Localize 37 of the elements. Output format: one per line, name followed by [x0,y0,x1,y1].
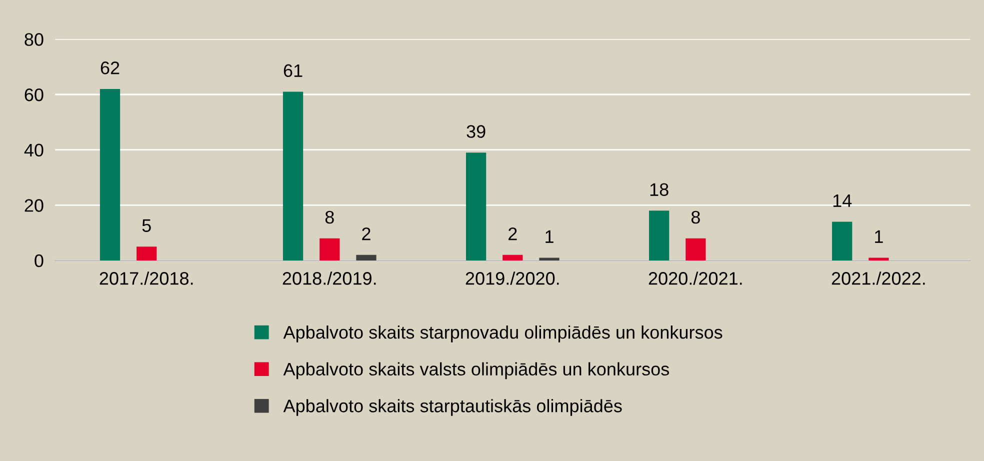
bar [649,210,670,260]
data-label: 18 [650,183,668,196]
x-tick-label: 2020./2021. [648,272,742,285]
x-tick-label: 2021./2022. [832,272,925,285]
bar [320,238,340,260]
bar [502,254,523,260]
data-label: 2 [508,227,517,240]
y-tick-label: 20 [24,199,44,212]
bar [282,92,304,260]
bar [136,246,157,260]
bar [466,152,486,260]
data-label: 8 [325,210,334,224]
y-tick-label: 80 [24,33,44,46]
x-tick-label: 2019./2020. [466,272,559,285]
data-label: 39 [466,125,486,138]
data-label: 62 [100,62,120,74]
bar [868,258,889,260]
data-label: 8 [691,210,700,224]
legend-label: Apbalvoto skaits starpnovadu olimpiādēs un konkursos [283,325,722,342]
x-tick-label: 2018./2019. [282,272,376,285]
data-label: 61 [284,64,302,78]
y-tick-label: 40 [24,144,44,157]
y-tick-label: 60 [24,88,44,102]
y-tick-label: 0 [34,254,44,268]
data-label: 5 [142,219,151,232]
bar [356,254,376,260]
bar [686,238,706,260]
bar [832,222,852,260]
data-label: 1 [875,230,883,243]
legend-label: Apbalvoto skaits valsts olimpiādēs un konkursos [283,362,669,380]
bar [539,258,560,260]
data-label: 2 [362,227,370,240]
data-label: 1 [546,230,554,243]
bar [100,88,120,260]
data-label: 14 [833,194,852,207]
legend-label: Apbalvoto skaits starptautiskās olimpiādēs [283,399,622,416]
x-tick-label: 2017./2018. [100,272,193,285]
